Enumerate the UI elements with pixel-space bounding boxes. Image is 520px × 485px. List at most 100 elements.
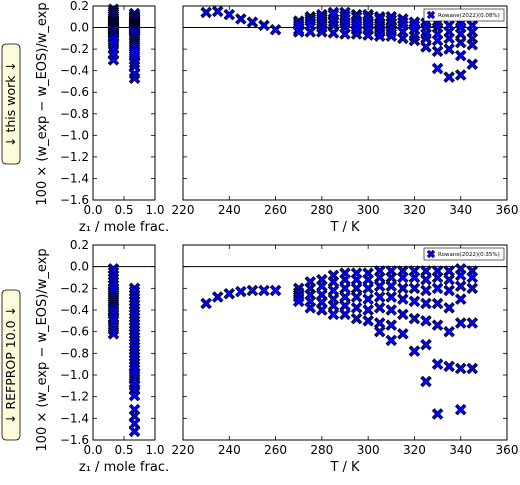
marker-stroke	[386, 335, 397, 346]
x-tick-label: 240	[218, 443, 241, 457]
marker-stroke	[386, 31, 397, 41]
y-tick-label: 0.0	[70, 260, 89, 274]
legend-marker	[427, 250, 435, 258]
marker-stroke	[455, 50, 466, 61]
x-tick-label: 0.5	[114, 203, 133, 217]
marker-stroke	[374, 292, 385, 302]
y-axis-label-top: 100 × (w_exp − w_EOS)/w_exp	[35, 2, 50, 205]
marker-stroke	[328, 20, 339, 31]
data-point	[431, 282, 444, 295]
marker-stroke	[328, 277, 339, 287]
marker-stroke	[432, 46, 443, 57]
marker-stroke	[386, 272, 397, 283]
data-point	[223, 288, 236, 300]
marker-stroke	[351, 283, 362, 294]
marker-stroke	[328, 309, 339, 320]
marker-stroke	[129, 61, 140, 72]
marker-stroke	[317, 297, 327, 308]
data-point	[431, 408, 444, 420]
data-point	[350, 273, 363, 286]
marker-stroke	[305, 303, 316, 313]
data-point	[385, 334, 398, 347]
data-point	[258, 284, 270, 297]
data-point	[454, 403, 467, 416]
data-point	[350, 282, 363, 295]
x-tick-label: 360	[496, 203, 519, 217]
data-point	[443, 71, 455, 83]
data-point	[304, 26, 317, 38]
data-point	[454, 36, 467, 49]
marker-stroke	[421, 298, 431, 309]
marker-stroke	[455, 318, 466, 328]
marker-stroke	[328, 28, 339, 38]
data-point	[397, 282, 409, 295]
marker-stroke	[270, 285, 281, 296]
marker-stroke	[374, 281, 385, 291]
marker-stroke	[421, 33, 431, 44]
marker-stroke	[467, 40, 478, 50]
marker-stroke	[374, 318, 385, 328]
data-point	[128, 410, 141, 422]
data-point	[339, 282, 351, 295]
marker-stroke	[224, 9, 235, 20]
marker-stroke	[363, 294, 373, 304]
marker-stroke	[351, 274, 362, 285]
marker-stroke	[398, 309, 408, 320]
marker-stroke	[340, 274, 350, 285]
marker-stroke	[108, 55, 119, 65]
marker-stroke	[398, 283, 408, 294]
y-tick-label: −0.8	[60, 107, 89, 121]
data-point	[350, 302, 363, 314]
data-point	[466, 58, 479, 70]
data-point	[339, 299, 351, 312]
data-point	[362, 293, 374, 305]
x-tick-label: 300	[357, 443, 380, 457]
x-tick-label: 300	[357, 203, 380, 217]
data-point	[397, 293, 409, 305]
marker-stroke	[386, 292, 397, 302]
data-point	[431, 45, 444, 58]
data-point	[128, 60, 141, 73]
marker-stroke	[398, 329, 408, 339]
data-point	[466, 271, 479, 284]
data-point	[373, 30, 386, 42]
data-point	[128, 418, 141, 430]
marker-stroke	[363, 316, 373, 326]
data-point	[339, 28, 351, 40]
data-point	[385, 319, 398, 331]
data-point	[466, 317, 479, 329]
marker-stroke	[212, 6, 223, 17]
marker-stroke	[328, 285, 339, 296]
marker-stroke	[259, 285, 269, 296]
x-tick-label: 1.0	[145, 203, 164, 217]
y-tick-label: −1.2	[60, 390, 89, 404]
marker-stroke	[374, 31, 385, 41]
marker-stroke	[409, 35, 420, 46]
data-point	[258, 19, 270, 32]
data-point	[373, 291, 386, 303]
data-point	[420, 32, 432, 45]
panel-top-right-temperature: 220 240 260 280 300 320 340 360 T / K Rowane(2022…	[172, 5, 519, 235]
data-point	[454, 69, 467, 81]
data-point	[420, 265, 432, 277]
y-axis-label-bottom: 100 × (w_exp − w_EOS)/w_exp	[35, 248, 50, 451]
marker-stroke	[340, 300, 350, 311]
data-point	[397, 32, 409, 45]
data-point	[107, 328, 120, 340]
marker-stroke	[236, 286, 246, 297]
data-point	[246, 284, 259, 297]
marker-stroke	[409, 313, 420, 324]
marker-stroke	[340, 29, 350, 39]
y-tick-label: −1.6	[60, 433, 89, 447]
data-point	[454, 362, 467, 375]
marker-stroke	[467, 363, 478, 374]
data-point	[128, 389, 141, 402]
data-point	[223, 8, 236, 21]
marker-stroke	[421, 285, 431, 296]
marker-stroke	[386, 305, 397, 315]
data-point	[200, 297, 212, 310]
panel-top-left-composition: 0.0 0.5 1.0 0.2 0.0 −0.2 −0.4 −0.6 −0.8 −1.0 −1.2 −…	[60, 0, 169, 235]
data-point	[397, 271, 409, 284]
data-point	[420, 315, 432, 327]
marker-stroke	[409, 346, 420, 356]
